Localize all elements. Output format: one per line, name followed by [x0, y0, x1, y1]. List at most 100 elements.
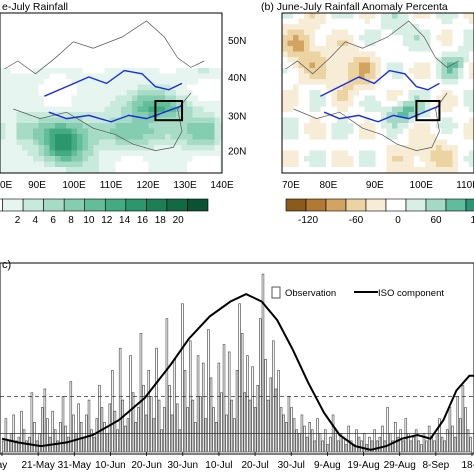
map-cell — [419, 95, 426, 102]
map-cell — [198, 68, 204, 74]
map-cell — [49, 73, 56, 80]
map-cell — [126, 156, 133, 162]
map-cell — [137, 35, 144, 41]
map-cell — [282, 112, 288, 118]
map-cell — [181, 161, 188, 168]
map-cell — [159, 112, 166, 118]
map-cell — [309, 150, 316, 157]
map-cell — [386, 51, 393, 58]
map-cell — [425, 161, 431, 168]
map-cell — [386, 29, 393, 36]
map-cell — [60, 24, 67, 30]
map-cell — [143, 134, 149, 140]
map-cell — [214, 101, 221, 107]
map-cell — [93, 95, 100, 102]
map-cell — [214, 79, 221, 85]
map-cell — [176, 101, 182, 107]
map-cell — [49, 95, 56, 102]
map-cell — [159, 57, 166, 63]
map-cell — [88, 62, 94, 69]
map-cell — [392, 90, 398, 96]
map-cell — [165, 46, 171, 52]
map-cell — [392, 95, 398, 102]
map-cell — [342, 62, 349, 69]
observation-bar — [90, 429, 93, 453]
map-cell — [132, 112, 138, 118]
map-cell — [38, 167, 45, 173]
observation-bar — [137, 407, 140, 453]
observation-bar — [22, 429, 26, 453]
map-cell — [132, 139, 138, 146]
map-cell — [214, 95, 221, 102]
observation-bar — [142, 384, 145, 453]
map-cell — [403, 161, 409, 168]
map-cell — [38, 145, 45, 151]
map-cell — [397, 57, 404, 63]
map-cell — [331, 156, 338, 162]
map-cell — [392, 40, 398, 47]
map-cell — [375, 46, 382, 52]
map-cell — [33, 128, 39, 135]
map-cell — [463, 128, 470, 135]
map-cell — [375, 40, 382, 47]
map-cell — [447, 112, 453, 118]
map-cell — [22, 29, 28, 36]
map-cell — [44, 29, 50, 36]
map-cell — [458, 73, 464, 80]
map-cell — [419, 24, 426, 30]
map-cell — [342, 161, 349, 168]
map-cell — [203, 150, 210, 157]
map-cell — [159, 68, 166, 74]
map-cell — [353, 51, 360, 58]
map-cell — [293, 139, 299, 146]
map-cell — [154, 167, 160, 173]
map-cell — [425, 134, 431, 140]
map-cell — [22, 84, 28, 91]
map-cell — [165, 13, 171, 19]
map-cell — [187, 40, 193, 47]
map-cell — [348, 35, 354, 41]
map-cell — [71, 46, 78, 52]
observation-bar — [33, 422, 36, 453]
map-cell — [132, 90, 138, 96]
map-cell — [165, 128, 171, 135]
map-cell — [16, 95, 23, 102]
observation-bar — [111, 370, 114, 453]
map-cell — [315, 35, 321, 41]
map-cell — [11, 51, 17, 58]
map-cell — [214, 73, 221, 80]
map-cell — [298, 145, 305, 151]
map-cell — [469, 112, 474, 118]
map-cell — [337, 90, 343, 96]
map-cell — [5, 90, 12, 96]
map-cell — [408, 161, 415, 168]
map-cell — [148, 51, 155, 58]
map-cell — [348, 150, 354, 157]
map-cell — [77, 57, 83, 63]
map-cell — [452, 112, 459, 118]
observation-bar — [438, 418, 441, 453]
map-cell — [132, 134, 138, 140]
map-cell — [359, 123, 365, 129]
map-cell — [353, 57, 360, 63]
map-cell — [342, 106, 349, 113]
map-cell — [49, 13, 56, 19]
map-cell — [99, 57, 105, 63]
map-cell — [176, 40, 182, 47]
map-cell — [22, 51, 28, 58]
map-cell — [214, 145, 221, 151]
map-cell — [397, 51, 404, 58]
map-cell — [293, 106, 299, 113]
map-cell — [214, 156, 221, 162]
map-cell — [414, 18, 420, 25]
map-cell — [452, 40, 459, 47]
map-cell — [27, 139, 34, 146]
map-cell — [5, 18, 12, 25]
map-cell — [66, 150, 72, 157]
map-cell — [132, 35, 138, 41]
map-cell — [331, 117, 338, 124]
map-cell — [99, 117, 105, 124]
map-cell — [441, 46, 448, 52]
map-cell — [370, 84, 376, 91]
map-cell — [16, 51, 23, 58]
